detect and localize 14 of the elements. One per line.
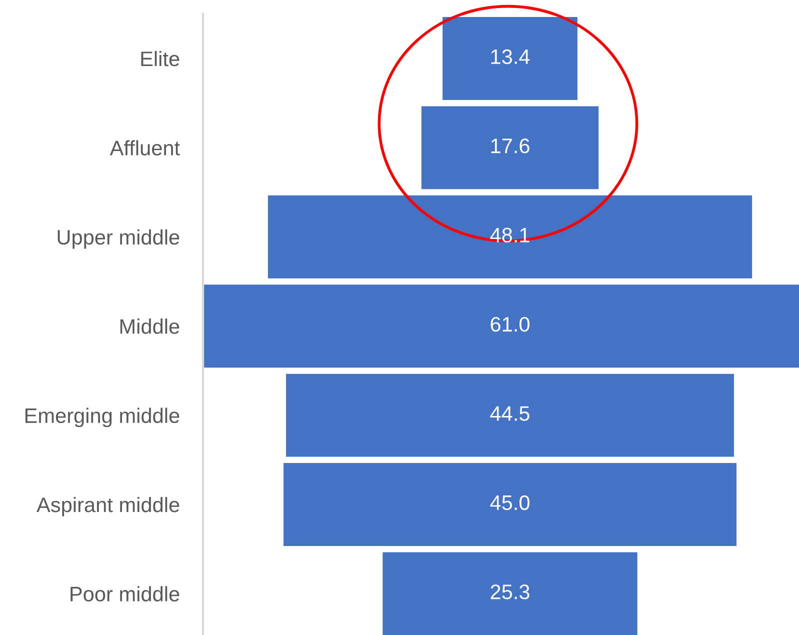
data-label: 13.4 [491,49,530,64]
category-label: Emerging middle [25,408,180,428]
data-label: 45.0 [490,495,530,510]
category-label: Upper middle [58,229,180,249]
category-label: Aspirant middle [36,496,180,516]
category-label: Affluent [110,140,180,156]
data-label: 25.3 [490,584,530,600]
category-label: Poor middle [70,586,180,602]
data-label: 48.1 [490,228,530,242]
category-label: Elite [141,50,180,66]
data-label: 17.6 [491,138,530,154]
data-label: 44.5 [490,406,530,421]
data-label: 61.0 [490,316,530,332]
category-label: Middle [120,318,180,334]
